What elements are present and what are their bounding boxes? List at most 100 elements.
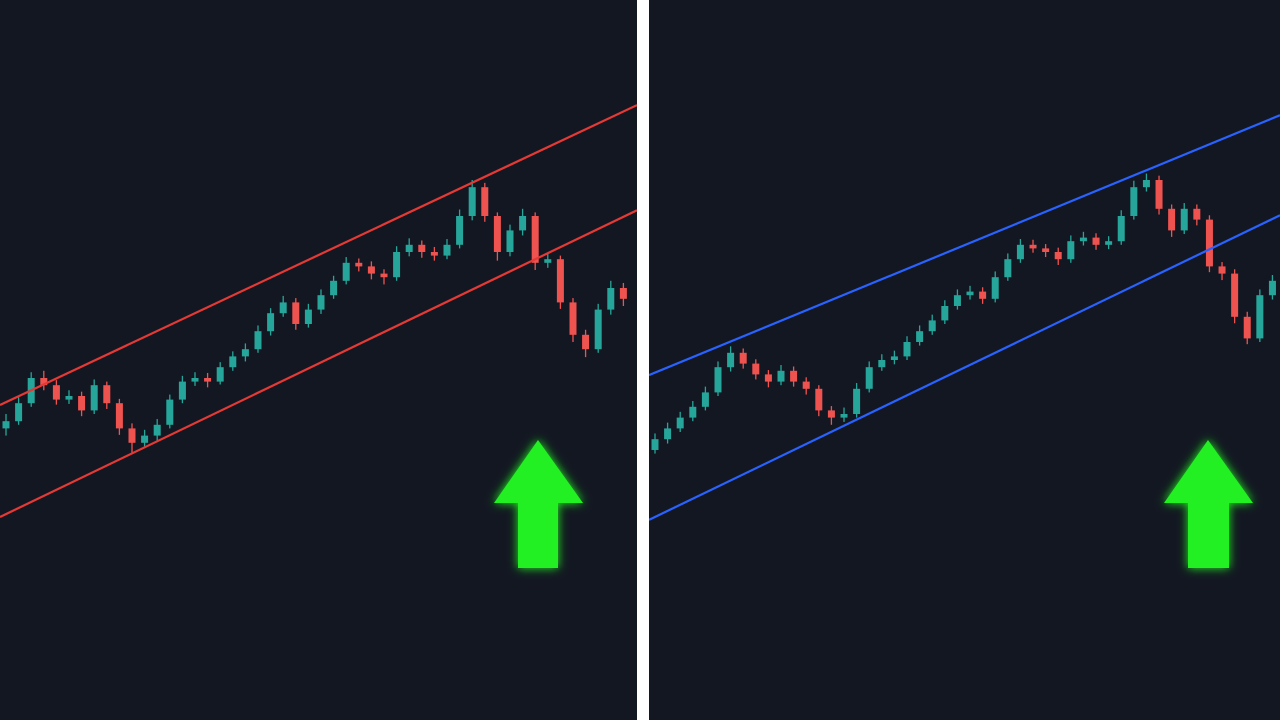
candle-body: [493, 216, 501, 252]
candle-body: [204, 378, 212, 382]
candle-body: [979, 291, 987, 299]
candle-body: [840, 414, 848, 418]
candle-body: [878, 360, 886, 368]
chart-panel-left: [0, 0, 637, 720]
candle-body: [191, 378, 199, 382]
candle-body: [664, 428, 672, 440]
candle-body: [78, 396, 86, 411]
candle-body: [865, 367, 873, 389]
candle-body: [752, 363, 760, 375]
candle-body: [569, 302, 577, 335]
candle-body: [393, 252, 401, 278]
candle-body: [941, 306, 949, 321]
candle-body: [556, 259, 564, 303]
candle-body: [229, 356, 237, 368]
candle-body: [254, 331, 262, 350]
candle-body: [1168, 208, 1176, 231]
candle-body: [827, 410, 835, 418]
candle-body: [456, 216, 464, 245]
chart-panel-right: [649, 0, 1280, 720]
candle-body: [790, 370, 798, 382]
candle-body: [342, 262, 350, 281]
candle-body: [519, 216, 527, 231]
candle-body: [619, 288, 627, 299]
candle-body: [1042, 248, 1050, 252]
candle-body: [607, 288, 615, 310]
candle-body: [1142, 180, 1150, 188]
candle-body: [292, 302, 300, 324]
candle-body: [367, 266, 375, 274]
candle-body: [1054, 252, 1062, 260]
channel-line: [0, 209, 637, 518]
candle-body: [1067, 241, 1075, 260]
candle-body: [916, 331, 924, 342]
candle-body: [267, 313, 275, 332]
candle-body: [701, 392, 709, 407]
candle-body: [1243, 316, 1251, 339]
candle-body: [405, 244, 413, 252]
candle-body: [481, 187, 489, 216]
candle-body: [1231, 273, 1239, 317]
candle-body: [544, 259, 552, 263]
candle-body: [1256, 295, 1264, 339]
candle-body: [1218, 266, 1226, 274]
candle-body: [128, 428, 136, 443]
candle-body: [815, 388, 823, 411]
candle-body: [676, 417, 684, 429]
candle-body: [727, 352, 735, 368]
candle-body: [1130, 187, 1138, 216]
candle-body: [651, 439, 659, 450]
candle-body: [166, 399, 174, 425]
candle-body: [1092, 237, 1100, 245]
candle-body: [468, 187, 476, 216]
candle-body: [216, 367, 224, 382]
candle-body: [764, 374, 772, 382]
channel-line: [649, 114, 1280, 377]
candle-body: [1004, 259, 1012, 278]
candle-body: [1117, 216, 1125, 242]
candle-body: [991, 277, 999, 299]
candle-body: [52, 385, 60, 400]
candle-body: [853, 388, 861, 414]
candle-body: [1205, 219, 1213, 267]
candle-body: [1029, 244, 1037, 249]
candle-body: [141, 435, 149, 443]
candle-body: [115, 403, 123, 429]
candle-body: [739, 352, 747, 364]
candle-body: [1180, 208, 1188, 231]
candle-body: [90, 385, 98, 411]
candle-body: [178, 381, 186, 400]
candle-body: [582, 334, 590, 350]
candle-body: [506, 230, 514, 252]
channel-line: [0, 104, 637, 406]
candle-body: [928, 320, 936, 332]
candle-body: [953, 295, 961, 306]
candle-body: [1193, 208, 1201, 220]
candle-body: [531, 216, 539, 263]
candle-body: [418, 244, 426, 252]
candle-body: [890, 356, 898, 360]
candle-body: [355, 262, 363, 267]
candle-body: [279, 302, 287, 314]
candle-body: [594, 309, 602, 350]
candle-body: [1105, 241, 1113, 245]
candle-body: [966, 291, 974, 296]
candle-body: [304, 309, 312, 324]
candle-body: [689, 406, 697, 418]
candle-body: [380, 273, 388, 278]
candle-body: [2, 421, 10, 429]
candle-body: [241, 349, 249, 357]
candle-body: [40, 378, 48, 386]
candle-body: [1016, 244, 1024, 260]
candle-body: [330, 280, 338, 296]
candle-body: [65, 396, 73, 400]
candle-body: [15, 403, 23, 422]
candle-body: [1268, 280, 1276, 296]
candle-body: [802, 381, 810, 389]
candle-body: [1155, 180, 1163, 209]
candle-body: [430, 252, 438, 256]
channel-line: [649, 214, 1280, 521]
candle-body: [1079, 237, 1087, 242]
candle-body: [317, 295, 325, 310]
